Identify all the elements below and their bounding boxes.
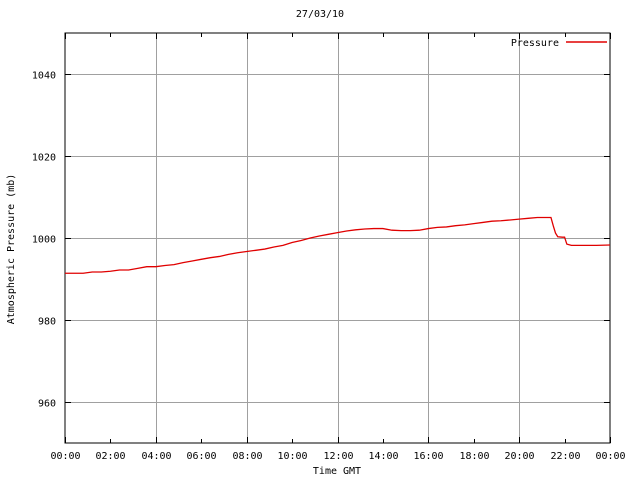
x-tick-label: 16:00 — [413, 451, 443, 462]
x-tick-label: 00:00 — [595, 451, 625, 462]
y-axis-tick-labels: 960 980 1000 1020 1040 — [32, 71, 56, 410]
x-tick-label: 12:00 — [323, 451, 353, 462]
chart-title: 27/03/10 — [296, 9, 344, 20]
x-axis-title: Time GMT — [313, 466, 361, 477]
series-line-pressure — [65, 216, 611, 274]
gridlines — [65, 33, 610, 443]
legend-label: Pressure — [511, 38, 559, 49]
y-tick-label: 1040 — [32, 71, 56, 82]
x-axis-tick-labels: 00:00 02:00 04:00 06:00 08:00 10:00 12:00 14:00… — [50, 451, 625, 462]
data-series-layer — [65, 216, 611, 274]
x-tick-label: 20:00 — [504, 451, 534, 462]
chart-legend: Pressure — [511, 38, 607, 49]
y-axis-title: Atmospheric Pressure (mb) — [6, 174, 17, 325]
x-tick-label: 10:00 — [277, 451, 307, 462]
x-tick-label: 00:00 — [50, 451, 80, 462]
x-tick-label: 14:00 — [368, 451, 398, 462]
y-tick-label: 980 — [38, 317, 56, 328]
x-tick-label: 02:00 — [95, 451, 125, 462]
x-tick-label: 08:00 — [232, 451, 262, 462]
plot-frame — [64, 32, 611, 444]
x-tick-label: 18:00 — [459, 451, 489, 462]
x-tick-label: 22:00 — [550, 451, 580, 462]
x-tick-label: 04:00 — [141, 451, 171, 462]
y-tick-label: 1000 — [32, 235, 56, 246]
y-tick-label: 1020 — [32, 153, 56, 164]
y-tick-label: 960 — [38, 399, 56, 410]
x-tick-label: 06:00 — [186, 451, 216, 462]
